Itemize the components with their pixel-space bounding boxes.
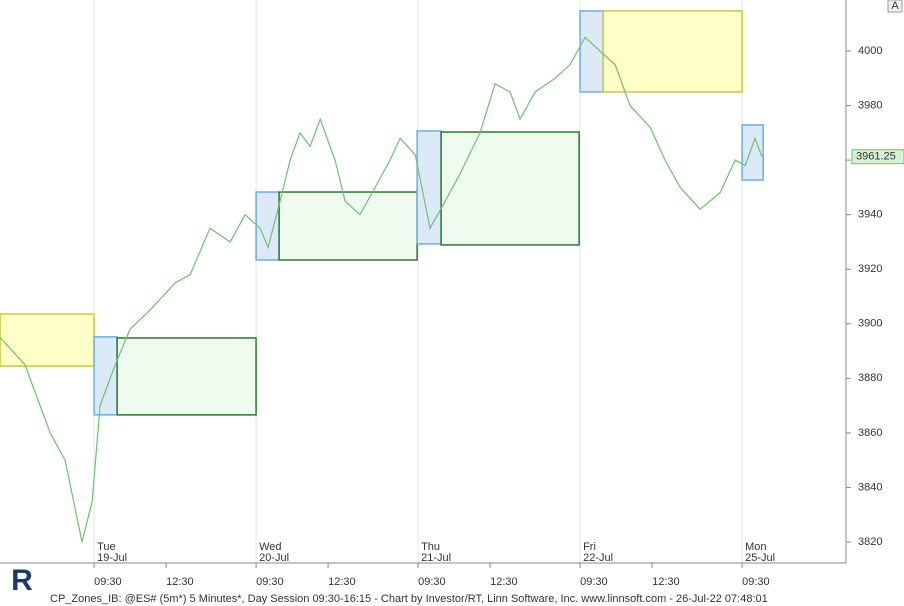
x-tick-label: 12:30 bbox=[166, 576, 194, 588]
zone bbox=[116, 337, 257, 416]
day-date: 22-Jul bbox=[583, 552, 613, 564]
x-tick-label: 12:30 bbox=[652, 576, 680, 588]
x-tick-label: 09:30 bbox=[256, 576, 284, 588]
zone bbox=[602, 10, 743, 93]
zone bbox=[416, 130, 442, 245]
y-tick-label: 3920 bbox=[858, 263, 882, 275]
zone bbox=[440, 131, 580, 246]
day-label: Thu bbox=[421, 541, 440, 553]
day-date: 21-Jul bbox=[421, 552, 451, 564]
x-tick-label: 09:30 bbox=[418, 576, 446, 588]
zone bbox=[278, 191, 418, 261]
day-date: 19-Jul bbox=[97, 552, 127, 564]
zone bbox=[0, 313, 95, 367]
y-tick-label: 3940 bbox=[858, 209, 882, 221]
y-tick-label: 3860 bbox=[858, 427, 882, 439]
x-tick-label: 12:30 bbox=[490, 576, 518, 588]
x-tick-label: 09:30 bbox=[742, 576, 770, 588]
day-label: Fri bbox=[583, 541, 596, 553]
y-tick-label: 3980 bbox=[858, 99, 882, 111]
x-tick-label: 12:30 bbox=[328, 576, 356, 588]
scale-button-label[interactable]: A bbox=[891, 0, 899, 12]
zone bbox=[255, 191, 280, 261]
y-tick-label: 3820 bbox=[858, 536, 882, 548]
x-tick-label: 09:30 bbox=[580, 576, 608, 588]
scale-button[interactable] bbox=[887, 0, 903, 13]
y-tick-label: 4000 bbox=[858, 45, 882, 57]
y-tick-label: 3840 bbox=[858, 481, 882, 493]
day-date: 20-Jul bbox=[259, 552, 289, 564]
zone bbox=[741, 124, 764, 181]
y-tick-label: 3880 bbox=[858, 372, 882, 384]
footer: CP_Zones_IB: @ES# (5m*) 5 Minutes*, Day … bbox=[50, 593, 768, 605]
price-line bbox=[0, 36, 763, 543]
day-label: Tue bbox=[97, 541, 116, 553]
logo: R bbox=[4, 564, 42, 604]
last-price-label: 3961.25 bbox=[856, 151, 896, 163]
day-label: Mon bbox=[745, 541, 766, 553]
x-tick-label: 09:30 bbox=[94, 576, 122, 588]
zone bbox=[93, 336, 118, 416]
day-date: 25-Jul bbox=[745, 552, 775, 564]
logo-letter: R bbox=[11, 564, 33, 597]
y-tick-label: 3900 bbox=[858, 318, 882, 330]
day-label: Wed bbox=[259, 541, 281, 553]
last-price-box bbox=[851, 149, 904, 165]
